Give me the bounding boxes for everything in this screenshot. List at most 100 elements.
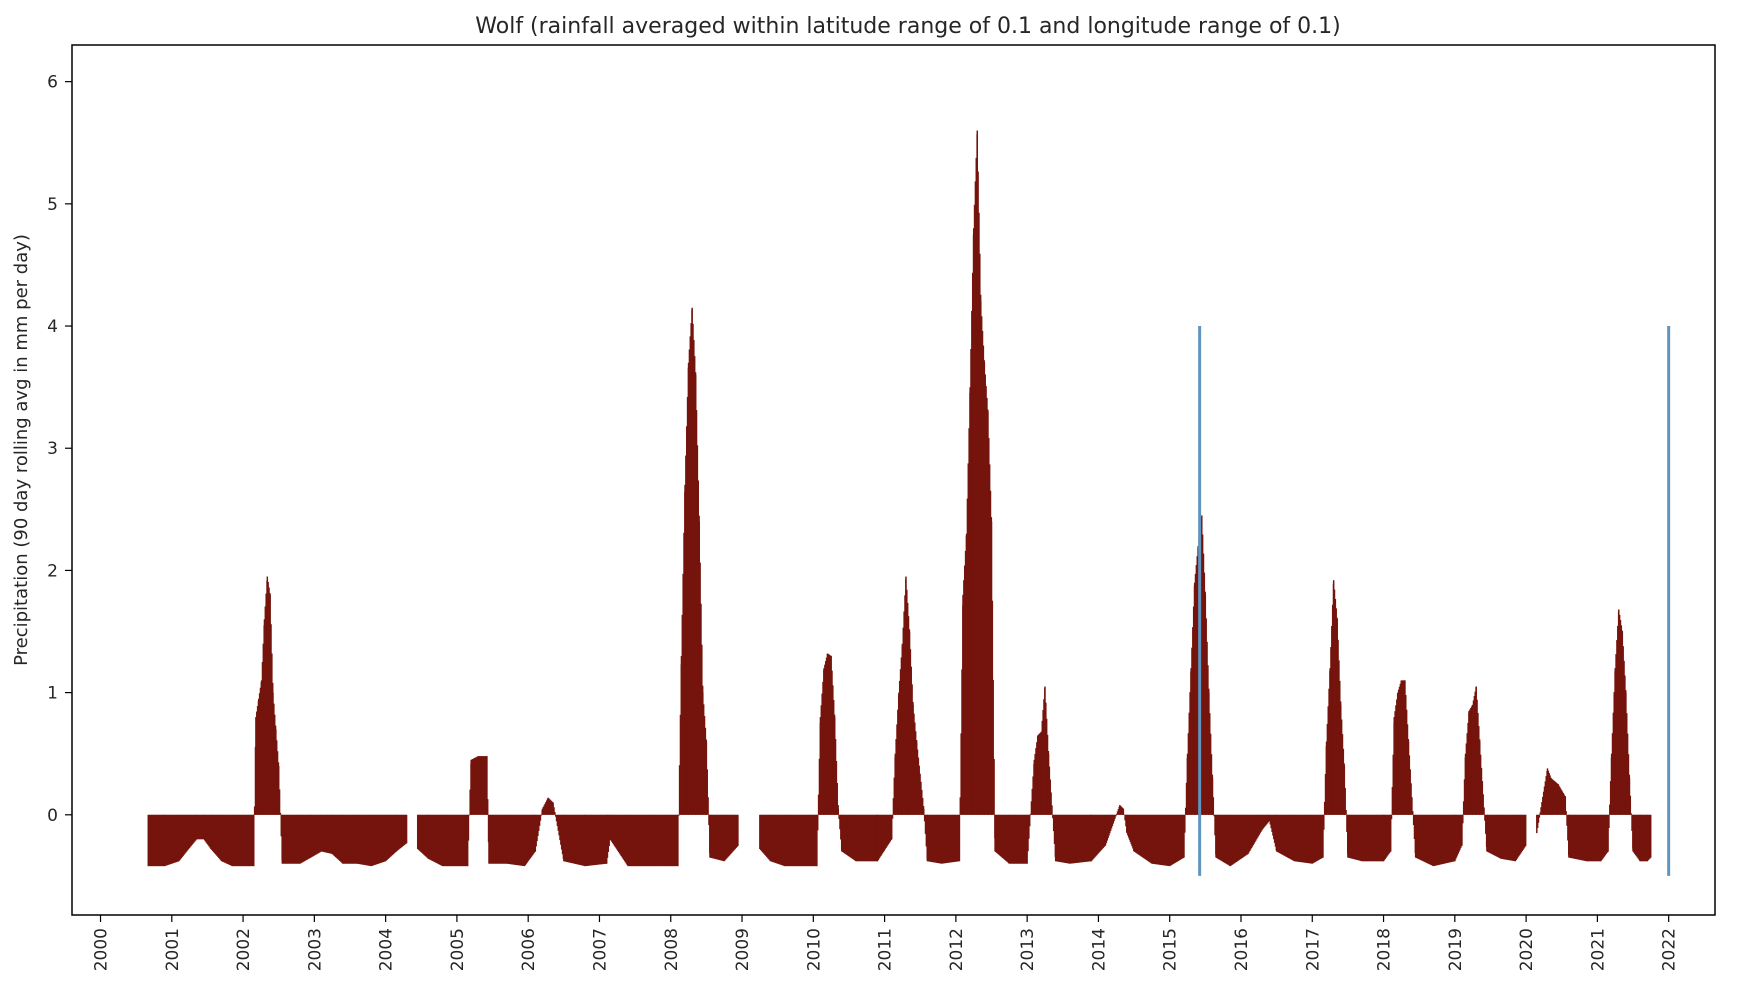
- precip-bar: [1349, 814, 1352, 859]
- precip-bar: [932, 814, 935, 863]
- precip-bar: [1363, 814, 1365, 862]
- precip-bar: [946, 814, 948, 863]
- precip-bar: [457, 814, 459, 867]
- precip-bar: [261, 662, 264, 815]
- precip-bar: [612, 814, 615, 845]
- precip-bar: [1256, 814, 1259, 838]
- precip-bar: [868, 814, 870, 862]
- precip-bar: [333, 814, 335, 856]
- precip-bar: [567, 814, 569, 863]
- precip-bar: [865, 814, 868, 862]
- precip-bar: [1395, 705, 1397, 815]
- precip-bar: [1104, 814, 1107, 846]
- precip-bar: [1437, 814, 1440, 865]
- precip-bar: [1563, 794, 1565, 815]
- precip-bar: [885, 814, 887, 849]
- precip-bar: [460, 814, 463, 867]
- precip-bar: [1609, 781, 1612, 815]
- precip-bar: [935, 814, 937, 863]
- precip-bar: [1484, 814, 1486, 821]
- precip-bar: [1154, 814, 1157, 865]
- precip-bar: [1000, 814, 1002, 857]
- precip-bar: [1040, 731, 1043, 815]
- precip-bar: [1328, 688, 1330, 815]
- precip-bar: [1114, 814, 1116, 819]
- precip-bar: [1643, 814, 1646, 862]
- precip-bar: [1051, 805, 1053, 815]
- precip-bar: [1644, 814, 1647, 862]
- precip-bar: [268, 587, 270, 815]
- precip-bar: [1249, 814, 1251, 851]
- precip-bar: [565, 814, 568, 862]
- precip-bar: [1471, 704, 1474, 815]
- precip-bar: [300, 814, 302, 864]
- precip-bar: [325, 814, 328, 853]
- precip-bar: [1045, 702, 1047, 815]
- precip-bar: [1158, 814, 1161, 865]
- precip-bar: [202, 814, 204, 840]
- precip-bar: [1273, 814, 1276, 843]
- precip-bar: [960, 733, 962, 815]
- precip-bar: [1626, 733, 1629, 815]
- precip-bar: [923, 814, 926, 822]
- precip-bar: [1021, 814, 1023, 864]
- precip-bar: [352, 814, 354, 864]
- precip-bar: [1551, 778, 1553, 815]
- precip-bar: [1116, 811, 1119, 815]
- precip-bar: [934, 814, 936, 863]
- precip-bar: [835, 761, 838, 815]
- precip-bar: [364, 814, 366, 865]
- precip-bar: [560, 814, 562, 845]
- precip-bar: [942, 814, 945, 864]
- precip-bar: [639, 814, 641, 867]
- precip-bar: [646, 814, 648, 867]
- x-tick-label: 2010: [804, 928, 824, 971]
- precip-bar: [1372, 814, 1375, 862]
- precip-bar: [322, 814, 324, 852]
- precip-bar: [983, 362, 986, 815]
- precip-bar: [941, 814, 944, 864]
- precip-bar: [1329, 668, 1331, 815]
- precip-bar: [1497, 814, 1499, 858]
- precip-bar: [611, 814, 613, 842]
- precip-bar: [1299, 814, 1302, 863]
- precip-bar: [1296, 814, 1298, 862]
- precip-bar: [276, 751, 279, 815]
- precip-bar: [1295, 814, 1297, 862]
- precip-bar: [670, 814, 672, 867]
- precip-bar: [1141, 814, 1143, 857]
- precip-bar: [379, 814, 381, 864]
- precip-bar: [609, 814, 611, 840]
- precip-bar: [243, 814, 246, 867]
- precip-bar: [867, 814, 869, 862]
- precip-bar: [1448, 814, 1450, 863]
- precip-bar: [1097, 814, 1099, 854]
- precip-bar: [1634, 814, 1637, 855]
- precip-bar: [785, 814, 788, 867]
- precip-bar: [599, 814, 602, 865]
- precip-bar: [726, 814, 729, 858]
- precip-bar: [281, 814, 284, 864]
- precip-bar: [486, 756, 488, 815]
- precip-bar: [1006, 814, 1008, 862]
- precip-bar: [898, 692, 900, 815]
- precip-bar: [1477, 712, 1479, 815]
- precip-bar: [1580, 814, 1583, 861]
- precip-bar: [230, 814, 232, 866]
- precip-bar: [1294, 814, 1297, 862]
- precip-bar: [331, 814, 333, 854]
- precip-bar: [1245, 814, 1248, 855]
- precip-bar: [1422, 814, 1425, 862]
- precip-bar: [621, 814, 623, 858]
- precip-bar: [1322, 814, 1324, 858]
- precip-bar: [328, 814, 330, 854]
- precip-bar: [543, 805, 545, 815]
- precip-bar: [1508, 814, 1510, 861]
- precipitation-bars: [147, 130, 1652, 867]
- precip-bar: [719, 814, 721, 861]
- precip-bar: [478, 756, 480, 815]
- precip-bar: [1366, 814, 1369, 862]
- precip-bar: [1607, 814, 1609, 852]
- precip-bar: [255, 717, 257, 815]
- precip-bar: [338, 814, 340, 861]
